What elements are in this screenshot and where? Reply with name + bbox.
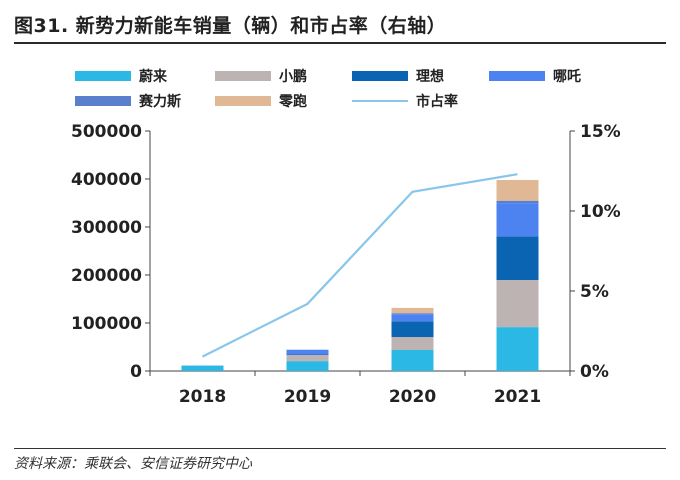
legend-item-neta: 哪吒	[489, 66, 581, 86]
legend-item-seres: 赛力斯	[75, 91, 181, 111]
bar-seres-2020	[391, 313, 434, 315]
y-tick-label-right: 15%	[580, 122, 621, 142]
y-tick-label-left: 400000	[71, 170, 142, 190]
legend-swatch-xpeng	[215, 71, 271, 81]
y-tick-label-left: 0	[130, 362, 142, 382]
y-tick-label-left: 500000	[71, 122, 142, 142]
bar-neta-2020	[391, 314, 434, 322]
legend-label-nio: 蔚来	[139, 69, 167, 85]
bar-neta-2019	[286, 349, 329, 355]
x-tick-label: 2018	[179, 387, 226, 407]
legend-swatch-neta	[489, 71, 545, 81]
bar-li-2021	[496, 236, 539, 280]
y-tick-label-right: 10%	[580, 202, 621, 222]
y-tick-label-right: 0%	[580, 362, 609, 382]
bar-seres-2021	[496, 200, 539, 204]
legend-item-leapmotor: 零跑	[215, 91, 307, 111]
legend-label-seres: 赛力斯	[139, 94, 181, 110]
title-divider	[14, 42, 666, 44]
y-tick-label-left: 300000	[71, 218, 142, 238]
legend-item-li: 理想	[352, 66, 444, 86]
chart-plot: 0 100000 200000 300000 400000 500000 0% 5% 10% 15…	[71, 122, 621, 407]
chart-title: 图31. 新势力新能车销量（辆）和市占率（右轴）	[14, 14, 447, 37]
legend-label-leapmotor: 零跑	[279, 94, 307, 110]
legend-swatch-nio	[75, 71, 131, 81]
bar-nio-2020	[391, 350, 434, 371]
legend-item-market-share: 市占率	[352, 91, 458, 111]
bar-neta-2021	[496, 203, 539, 237]
legend-swatch-li	[352, 71, 408, 81]
source-note: 资料来源：乘联会、安信证券研究中心	[14, 456, 252, 472]
market-share-line	[202, 173, 518, 358]
legend-label-neta: 哪吒	[553, 69, 581, 85]
source-divider	[14, 448, 666, 449]
y-tick-label-left: 100000	[71, 314, 142, 334]
legend-label-xpeng: 小鹏	[279, 69, 307, 85]
y-tick-label-right: 5%	[580, 282, 609, 302]
bar-nio-2018	[181, 365, 224, 371]
x-tick-label: 2020	[389, 387, 436, 407]
legend-label-li: 理想	[416, 69, 444, 85]
bar-li-2020	[391, 321, 434, 338]
bar-xpeng-2019	[286, 355, 329, 362]
bar-nio-2021	[496, 327, 539, 371]
title-row: 图31. 新势力新能车销量（辆）和市占率（右轴）	[14, 8, 446, 40]
x-tick-label: 2019	[284, 387, 331, 407]
legend-item-nio: 蔚来	[75, 66, 167, 86]
legend-line-market-share	[352, 100, 408, 102]
legend-swatch-seres	[75, 96, 131, 106]
y-tick-label-left: 200000	[71, 266, 142, 286]
legend-swatch-leapmotor	[215, 96, 271, 106]
bar-leapmotor-2020	[391, 307, 434, 314]
bar-xpeng-2020	[391, 337, 434, 351]
bar-nio-2019	[286, 361, 329, 371]
x-tick-label: 2021	[494, 387, 541, 407]
bar-xpeng-2021	[496, 279, 539, 328]
legend-label-market-share: 市占率	[416, 94, 458, 110]
bar-leapmotor-2021	[496, 180, 539, 201]
legend-item-xpeng: 小鹏	[215, 66, 307, 86]
